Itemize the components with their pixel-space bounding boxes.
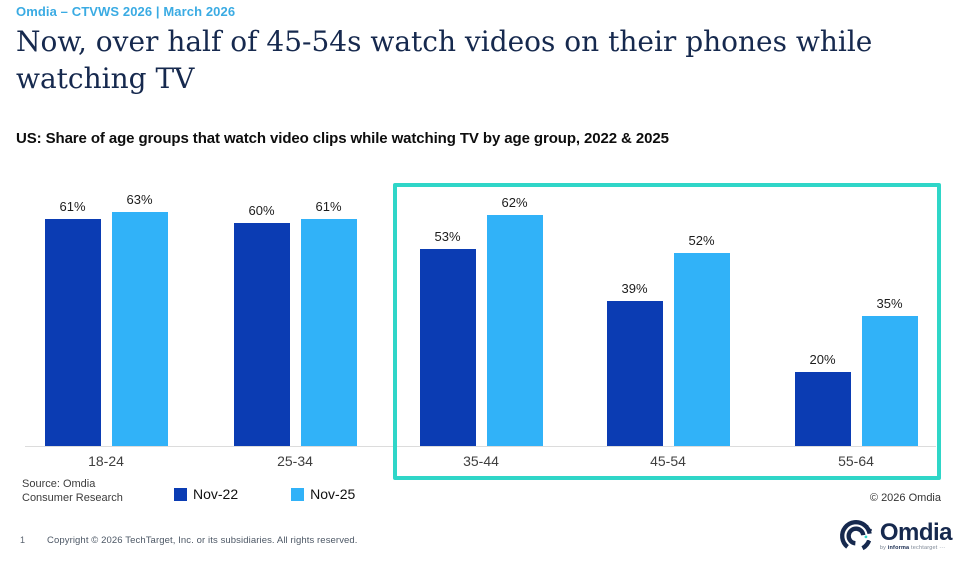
x-axis-label-25-34: 25-34 — [277, 453, 313, 469]
bar-Nov-22-25-34: 60% — [233, 203, 290, 446]
bar-Nov-25-55-64: 35% — [861, 296, 918, 446]
value-label: 53% — [434, 228, 461, 244]
bar-Nov-22-45-54: 39% — [606, 281, 663, 446]
bar-chart-plot: 61% 63% 60% 61% 53% 62% 39% 52% 20% 35% — [25, 190, 936, 446]
value-label: 39% — [621, 280, 648, 296]
value-label: 61% — [59, 199, 86, 215]
bar-group-18-24: 61% 63% — [44, 190, 168, 446]
chart-legend: Nov-22 Nov-25 — [174, 486, 355, 502]
bar-Nov-22-55-64: 20% — [794, 352, 851, 446]
bar-Nov-22-35-44: 53% — [419, 229, 476, 446]
value-label: 52% — [688, 232, 715, 248]
legend-item-Nov-25: Nov-25 — [291, 486, 355, 502]
bar-Nov-25-18-24: 63% — [111, 192, 168, 446]
highlight-box — [393, 183, 941, 480]
omdia-logo-text: Omdia — [879, 518, 953, 546]
page-number: 1 — [20, 535, 26, 545]
x-axis-label-18-24: 18-24 — [88, 453, 124, 469]
legend-swatch-Nov-25 — [291, 487, 305, 501]
source-line-1: Source: Omdia — [22, 478, 96, 490]
source-line-2: Consumer Research — [22, 491, 123, 504]
bar-group-55-64: 20% 35% — [794, 190, 918, 446]
bar-Nov-25-25-34: 61% — [300, 199, 357, 446]
value-label: 62% — [501, 195, 528, 211]
omdia-logo-icon — [839, 520, 872, 552]
report-eyebrow: Omdia – CTVWS 2026 | March 2026 — [16, 4, 236, 19]
legend-label-Nov-22: Nov-22 — [193, 486, 239, 502]
bar-Nov-25-35-44: 62% — [486, 195, 543, 446]
value-label: 60% — [248, 202, 275, 218]
value-label: 20% — [809, 351, 836, 367]
omdia-logo-wordmark: Omdia by informa techtarget ··· — [879, 518, 953, 552]
x-axis-label-45-54: 45-54 — [650, 453, 686, 469]
legend-label-Nov-25: Nov-25 — [310, 486, 356, 502]
x-axis-label-35-44: 35-44 — [463, 453, 499, 469]
x-axis-line — [25, 446, 936, 447]
bar-group-45-54: 39% 52% — [606, 190, 730, 446]
value-label: 61% — [315, 199, 342, 215]
page-copyright: Copyright © 2026 TechTarget, Inc. or its… — [47, 535, 358, 546]
value-label: 63% — [126, 191, 153, 207]
chart-copyright: © 2026 Omdia — [869, 492, 941, 504]
x-axis-label-55-64: 55-64 — [838, 453, 874, 469]
omdia-logo: Omdia by informa techtarget ··· — [837, 517, 953, 555]
chart-title: US: Share of age groups that watch video… — [16, 130, 669, 147]
omdia-logo-subtext: by informa techtarget ··· — [879, 544, 946, 551]
page-title: Now, over half of 45-54s watch videos on… — [16, 25, 873, 95]
bar-Nov-25-45-54: 52% — [673, 233, 730, 446]
bar-group-35-44: 53% 62% — [419, 190, 543, 446]
value-label: 35% — [876, 295, 903, 311]
source-note: Source: Omdia Consumer Research — [22, 478, 123, 506]
legend-swatch-Nov-22 — [174, 487, 187, 501]
bar-group-25-34: 60% 61% — [233, 190, 357, 446]
bar-Nov-22-18-24: 61% — [44, 199, 101, 446]
legend-item-Nov-22: Nov-22 — [174, 486, 238, 502]
